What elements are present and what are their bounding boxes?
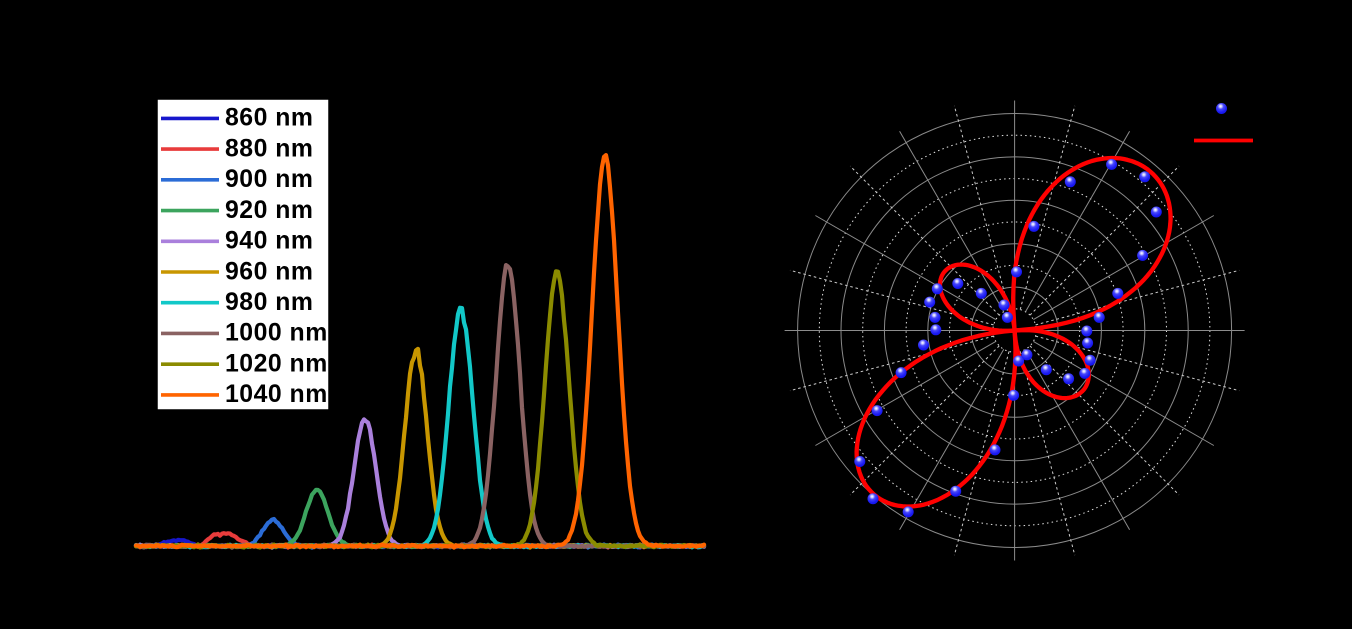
svg-text:880 nm: 880 nm xyxy=(225,135,313,162)
svg-text:860 nm: 860 nm xyxy=(225,105,313,132)
svg-text:1020 nm: 1020 nm xyxy=(225,351,328,378)
svg-text:940 nm: 940 nm xyxy=(225,228,313,255)
svg-text:900 nm: 900 nm xyxy=(225,166,313,193)
svg-text:980 nm: 980 nm xyxy=(225,289,313,316)
svg-text:920 nm: 920 nm xyxy=(225,197,313,224)
svg-text:1040 nm: 1040 nm xyxy=(225,381,328,408)
svg-text:960 nm: 960 nm xyxy=(225,258,313,285)
svg-text:1000 nm: 1000 nm xyxy=(225,320,328,347)
